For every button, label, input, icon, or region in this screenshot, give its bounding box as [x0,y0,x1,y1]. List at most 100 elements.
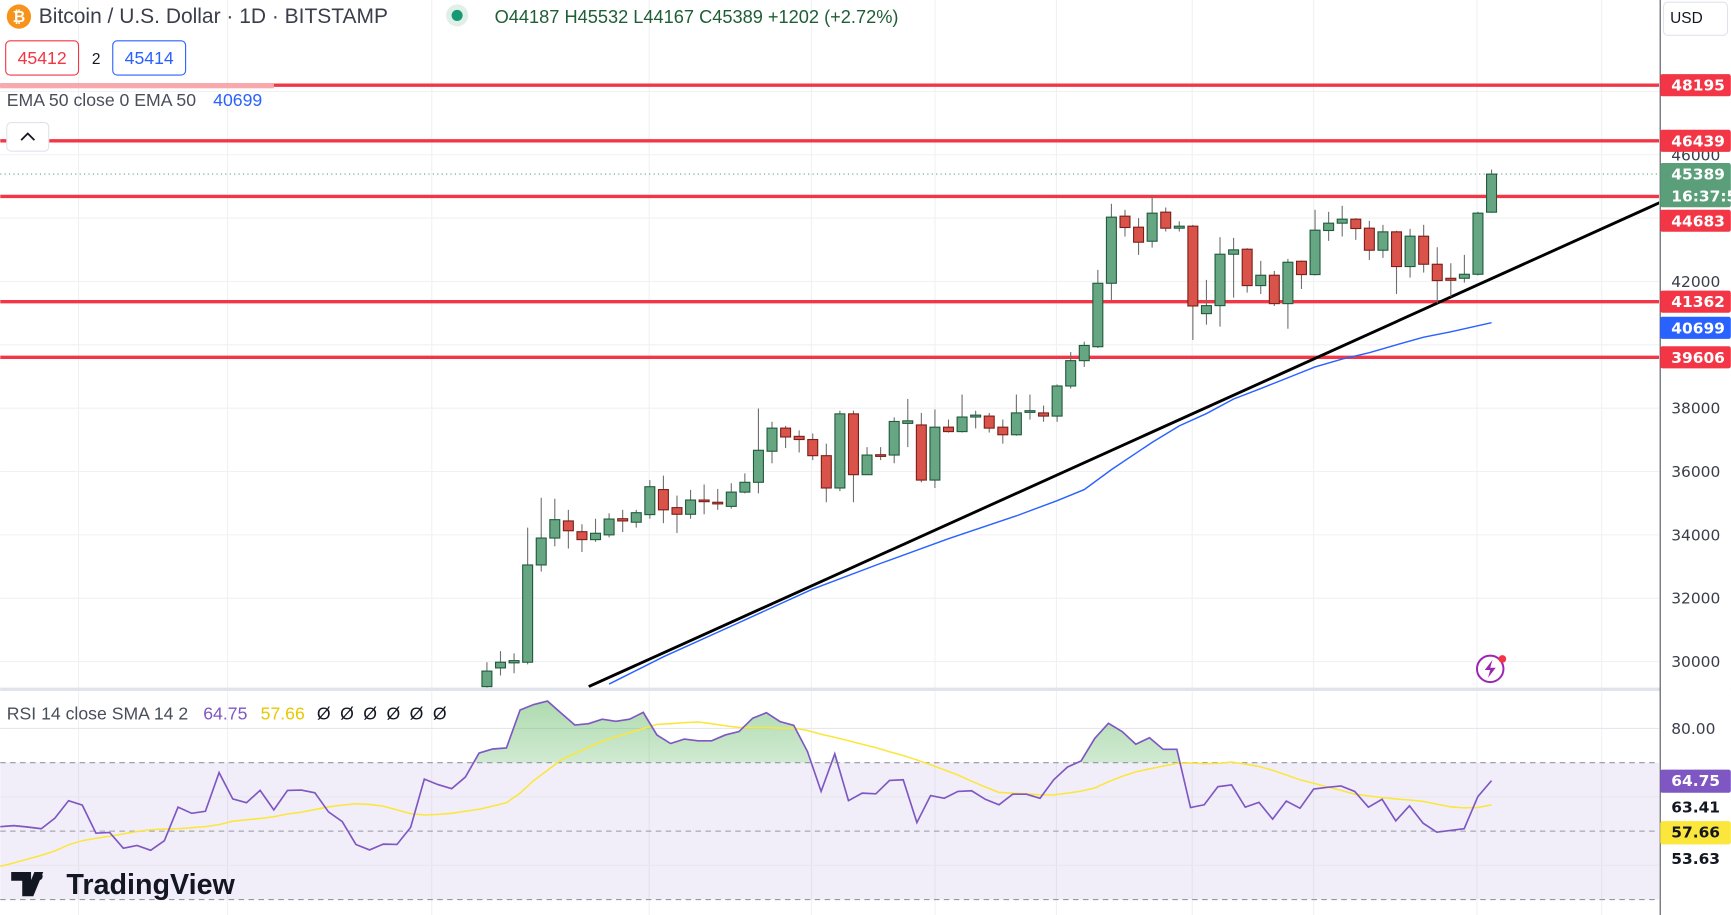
candle[interactable] [1146,194,1158,248]
candle[interactable] [549,498,561,547]
candle[interactable] [739,473,751,494]
candle[interactable] [1228,237,1240,298]
candle[interactable] [671,495,683,533]
rsi-legend-label[interactable]: RSI 14 close SMA 14 2 [7,704,188,724]
candle[interactable] [1336,205,1348,237]
symbol-title[interactable]: Bitcoin / U.S. Dollar · 1D · BITSTAMP [39,5,388,28]
candle[interactable] [562,509,574,549]
candle[interactable] [1214,237,1226,327]
candle[interactable] [1309,209,1321,276]
candle[interactable] [1295,260,1307,289]
price-pane[interactable] [0,83,1662,690]
candle[interactable] [942,419,955,433]
candle[interactable] [617,509,629,533]
candle[interactable] [1282,258,1294,329]
candle[interactable] [1133,218,1145,255]
candle[interactable] [888,417,900,464]
price-axis[interactable] [1660,0,1731,915]
level-price-tag[interactable]: 48195 [1660,74,1731,97]
candle[interactable] [1092,269,1104,348]
candle[interactable] [1431,247,1443,304]
candle[interactable] [956,394,968,433]
candle[interactable] [1010,394,1022,436]
candle[interactable] [725,483,737,509]
candle[interactable] [1363,220,1375,260]
candle[interactable] [603,513,615,538]
level-price-tag[interactable]: 44683 [1660,209,1731,232]
last-price-tag[interactable]: 45389 16:37:5 [1660,163,1731,208]
currency-button[interactable]: USD [1662,1,1729,36]
candle[interactable] [915,412,927,483]
candle[interactable] [970,410,982,429]
candle[interactable] [834,410,846,492]
candle[interactable] [1350,218,1362,240]
candle[interactable] [1160,207,1172,232]
candle[interactable] [630,509,642,528]
candle[interactable] [1024,394,1036,420]
candle[interactable] [1486,169,1498,213]
candle[interactable] [902,398,914,448]
trendline[interactable] [588,201,1662,688]
candle[interactable] [522,527,534,665]
pane-separator[interactable] [0,687,1731,691]
candle[interactable] [698,484,710,515]
candle[interactable] [1173,221,1185,232]
candle[interactable] [820,443,832,503]
candle[interactable] [1255,260,1267,294]
candle[interactable] [644,480,656,519]
rsi-pane[interactable] [0,700,1660,901]
tradingview-logo[interactable]: TradingView [11,869,236,901]
candle[interactable] [1404,228,1416,278]
buy-button[interactable]: 45414 [112,40,187,76]
candle[interactable] [861,447,873,476]
sell-button[interactable]: 45412 [5,40,80,76]
candle[interactable] [576,524,588,552]
candle[interactable] [1119,209,1131,237]
ema-legend-label[interactable]: EMA 50 close 0 EMA 50 [7,90,196,110]
level-price-tag[interactable]: 46439 [1660,129,1731,152]
level-price-tag[interactable]: 41362 [1660,290,1731,313]
rsi-tick-label: 80.00 [1671,720,1715,738]
candle[interactable] [766,421,778,464]
candle[interactable] [997,419,1009,444]
candle[interactable] [712,488,724,510]
candle[interactable] [1377,224,1389,258]
candle[interactable] [983,412,995,433]
candle[interactable] [657,475,669,524]
candle[interactable] [780,425,792,449]
ema-price-tag[interactable]: 40699 [1660,316,1731,339]
candle[interactable] [1051,384,1063,422]
candle[interactable] [535,497,547,572]
bitcoin-icon-glyph: ₿ [13,9,26,26]
candle[interactable] [807,433,819,461]
candle[interactable] [1065,352,1077,389]
candle[interactable] [508,653,520,674]
candle[interactable] [1038,405,1050,422]
candle[interactable] [1200,279,1212,325]
level-price-tag[interactable]: 39606 [1660,346,1731,369]
candle[interactable] [793,430,805,453]
candle[interactable] [1458,254,1470,283]
candle[interactable] [1445,263,1457,297]
candle[interactable] [929,409,941,488]
candle[interactable] [1323,211,1335,241]
candle[interactable] [1268,270,1280,306]
candle[interactable] [494,651,507,676]
collapse-legend-button[interactable] [6,121,50,152]
candle[interactable] [1105,203,1117,300]
candle[interactable] [1187,224,1199,341]
candle[interactable] [685,489,697,519]
candle[interactable] [1418,224,1430,273]
rsi-overbought-fill [0,701,1492,763]
candle[interactable] [481,662,493,690]
candle[interactable] [1241,248,1253,293]
candle[interactable] [1472,211,1484,276]
lightning-alert-icon[interactable] [1475,654,1507,684]
candle[interactable] [1078,341,1090,367]
candle[interactable] [875,447,887,461]
candle[interactable] [1390,230,1403,294]
candle[interactable] [752,408,764,494]
candle[interactable] [847,410,859,503]
candle[interactable] [590,518,602,542]
